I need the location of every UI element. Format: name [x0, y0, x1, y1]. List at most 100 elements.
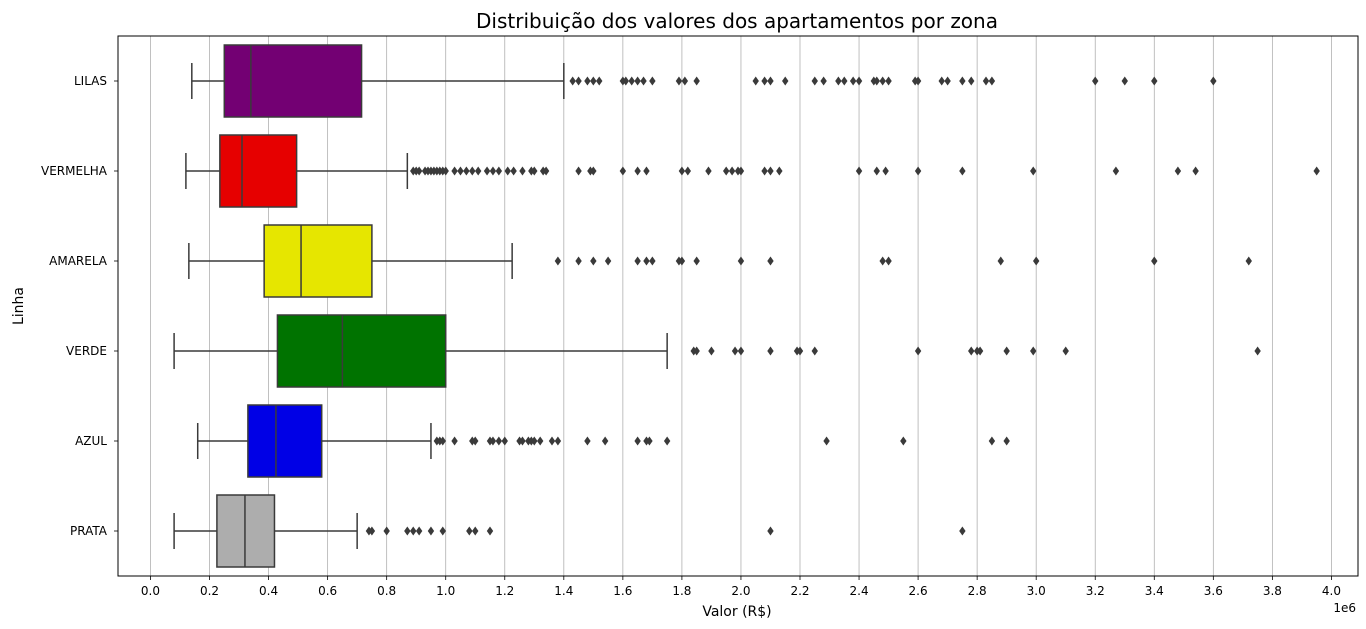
outlier-point — [483, 166, 491, 176]
outlier-point — [885, 76, 892, 86]
y-tick-label: LILAS — [74, 74, 107, 88]
outlier-point — [782, 76, 789, 86]
outlier-point — [728, 166, 736, 176]
outlier-point — [584, 436, 591, 446]
box-azul — [196, 404, 1010, 478]
x-tick-label: 2.6 — [909, 584, 928, 598]
outlier-point — [575, 76, 582, 86]
outlier-point — [737, 256, 745, 266]
outlier-point — [463, 166, 470, 176]
outlier-point — [1003, 346, 1010, 356]
outlier-point — [649, 76, 656, 86]
outlier-point — [968, 76, 975, 86]
outlier-point — [489, 436, 497, 446]
outlier-point — [554, 436, 562, 446]
x-tick-label: 3.4 — [1145, 584, 1164, 598]
outlier-point — [619, 166, 627, 176]
outlier-point — [1245, 256, 1252, 266]
outlier-point — [1030, 166, 1037, 176]
outlier-point — [761, 166, 768, 176]
outlier-point — [776, 166, 783, 176]
outlier-point — [469, 166, 476, 176]
outlier-point — [575, 256, 582, 266]
outlier-point — [849, 76, 857, 86]
y-tick-label: PRATA — [70, 524, 108, 538]
outlier-point — [693, 346, 700, 356]
outlier-point — [1151, 76, 1158, 86]
outlier-point — [1313, 166, 1320, 176]
outlier-point — [684, 166, 692, 176]
chart-title: Distribuição dos valores dos apartamento… — [476, 9, 998, 33]
outlier-point — [472, 526, 479, 536]
outlier-point — [415, 166, 423, 176]
outlier-point — [681, 76, 689, 86]
outlier-point — [442, 166, 449, 176]
outlier-point — [519, 436, 526, 446]
outlier-point — [601, 436, 609, 446]
x-tick-label: 2.4 — [850, 584, 869, 598]
outlier-point — [410, 526, 417, 536]
outlier-point — [988, 436, 996, 446]
box-amarela — [188, 224, 1252, 298]
outlier-point — [944, 76, 951, 86]
outlier-point — [841, 76, 848, 86]
outlier-point — [510, 166, 517, 176]
outlier-point — [938, 76, 945, 86]
outlier-point — [914, 76, 922, 86]
x-tick-label: 2.2 — [790, 584, 809, 598]
outlier-point — [548, 436, 556, 446]
x-tick-label: 3.2 — [1086, 584, 1105, 598]
outlier-point — [643, 166, 650, 176]
outlier-point — [1174, 166, 1182, 176]
outlier-point — [708, 346, 715, 356]
outlier-point — [368, 526, 376, 536]
outlier-point — [959, 76, 966, 86]
outlier-point — [383, 526, 390, 536]
x-tick-label: 1.8 — [672, 584, 691, 598]
outlier-point — [959, 526, 966, 536]
x-axis: 0.0 0.2 0.4 0.6 0.8 1.0 1.2 1.4 1.6 1.8 2.0 2.2 2.4 2… — [141, 576, 1341, 598]
outlier-point — [879, 76, 886, 86]
x-tick-label: 2.0 — [731, 584, 750, 598]
outlier-point — [504, 166, 511, 176]
outlier-point — [1112, 166, 1120, 176]
outlier-point — [474, 166, 482, 176]
box-lilas — [191, 44, 1217, 118]
outlier-point — [1151, 256, 1158, 266]
x-tick-label: 1.6 — [613, 584, 632, 598]
x-tick-label: 3.8 — [1263, 584, 1282, 598]
outlier-point — [767, 526, 774, 536]
box-prata — [173, 494, 966, 568]
outlier-point — [1192, 166, 1199, 176]
outlier-point — [693, 256, 700, 266]
iqr-box — [223, 44, 363, 118]
outlier-point — [1062, 346, 1069, 356]
x-tick-label: 3.0 — [1027, 584, 1046, 598]
outlier-point — [415, 526, 423, 536]
y-tick-label: AMARELA — [49, 254, 108, 268]
plot-frame — [117, 35, 1359, 577]
x-axis-offset-label: 1e6 — [1333, 601, 1356, 615]
outlier-point — [634, 256, 641, 266]
outlier-point — [569, 76, 576, 86]
outlier-point — [451, 166, 458, 176]
outlier-point — [457, 166, 464, 176]
iqr-box — [219, 134, 298, 208]
x-tick-label: 1.0 — [436, 584, 455, 598]
outlier-point — [997, 256, 1004, 266]
y-axis-title: Linha — [11, 287, 27, 325]
outlier-point — [584, 76, 591, 86]
outlier-point — [737, 166, 745, 176]
outlier-point — [531, 436, 538, 446]
x-tick-label: 0.2 — [200, 584, 219, 598]
outlier-point — [976, 346, 984, 356]
outlier-point — [678, 256, 686, 266]
outlier-point — [767, 166, 774, 176]
outlier-point — [646, 436, 653, 446]
outlier-point — [451, 436, 458, 446]
outlier-point — [489, 166, 497, 176]
outlier-point — [495, 166, 503, 176]
outlier-point — [988, 76, 996, 86]
outlier-point — [796, 346, 804, 356]
